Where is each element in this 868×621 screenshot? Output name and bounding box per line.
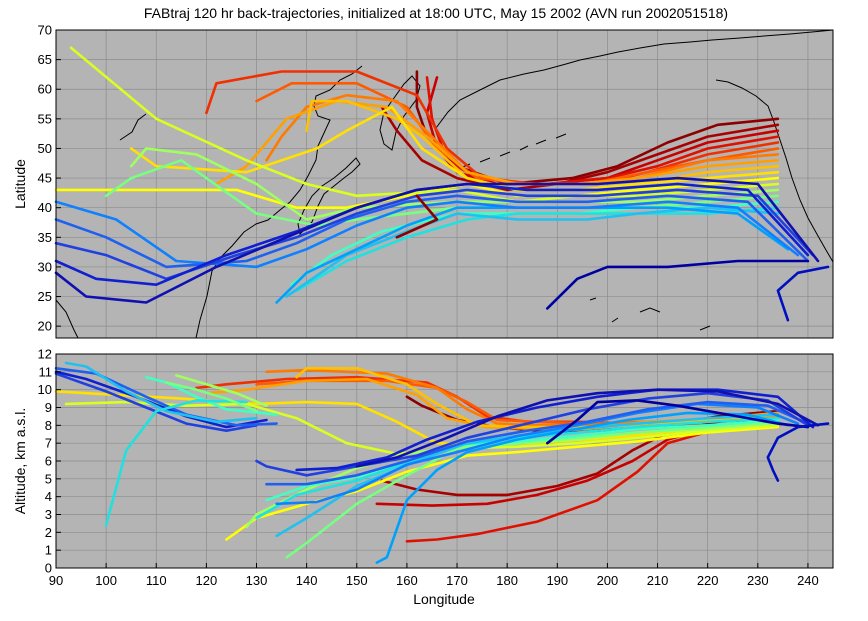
altitude-ytick-label: 3	[45, 507, 52, 522]
longitude-xtick-label: 230	[747, 573, 769, 588]
trajectory-line	[546, 399, 810, 445]
trajectory-line	[54, 370, 268, 429]
longitude-xtick-label: 90	[49, 573, 63, 588]
latitude-ytick-label: 60	[38, 82, 52, 97]
pacific-islands	[589, 297, 711, 331]
trajectory-line	[275, 402, 800, 506]
trajectory-line	[395, 194, 439, 239]
trajectory-line	[129, 147, 780, 221]
longitude-xtick-label: 140	[296, 573, 318, 588]
trajectory-line	[54, 194, 810, 269]
longitude-xtick-label: 150	[346, 573, 368, 588]
trajectory-line	[275, 206, 790, 304]
trajectory-line	[255, 82, 780, 186]
latitude-ytick-label: 35	[38, 230, 52, 245]
north-america-coastline	[715, 79, 834, 263]
latitude-plot-frame	[55, 29, 834, 339]
longitude-xtick-label: 240	[797, 573, 819, 588]
trajectory-line	[355, 388, 820, 468]
trajectory-line	[546, 259, 810, 310]
trajectory-line	[275, 413, 780, 538]
altitude-ytick-label: 7	[45, 436, 52, 451]
latitude-y-ticks: 20 25 30 35 40 45 50 55 60 65 70	[38, 23, 61, 334]
altitude-ytick-label: 6	[45, 454, 52, 469]
longitude-xtick-label: 180	[496, 573, 518, 588]
trajectory-line	[54, 372, 258, 432]
trajectory-line	[104, 399, 248, 527]
aleutian-islands	[459, 133, 567, 169]
altitude-trajectories	[54, 361, 830, 564]
latitude-trajectories	[54, 46, 830, 322]
longitude-xtick-label: 220	[697, 573, 719, 588]
trajectory-line	[295, 388, 815, 472]
trajectory-line	[415, 70, 780, 186]
trajectory-line	[776, 265, 830, 322]
altitude-ytick-label: 11	[39, 364, 53, 379]
altitude-ytick-label: 8	[45, 418, 52, 433]
longitude-xtick-label: 210	[647, 573, 669, 588]
latitude-ytick-label: 70	[38, 23, 52, 38]
trajectory-line	[54, 200, 800, 269]
latitude-ytick-label: 65	[38, 52, 52, 67]
latitude-panel: 20 25 30 35 40 45 50 55 60 65 70 Latitude	[12, 23, 834, 339]
latitude-axis-label: Latitude	[12, 159, 28, 209]
trajectory-line	[375, 411, 790, 564]
latitude-ytick-label: 45	[38, 171, 52, 186]
latitude-ytick-label: 50	[38, 141, 52, 156]
altitude-ytick-label: 1	[45, 543, 52, 558]
longitude-xtick-label: 190	[546, 573, 568, 588]
altitude-ytick-label: 0	[45, 561, 52, 576]
trajectory-line	[255, 391, 810, 477]
alaska-coastline	[435, 29, 834, 129]
trajectory-line	[64, 361, 258, 424]
trajectory-line	[54, 390, 780, 447]
trajectory-line	[295, 206, 780, 292]
trajectory-line	[215, 99, 780, 186]
trajectory-line	[54, 367, 278, 427]
trajectory-line	[380, 105, 780, 192]
trajectory-line	[129, 105, 780, 192]
trajectory-line	[175, 374, 268, 407]
longitude-xtick-label: 160	[396, 573, 418, 588]
latitude-ytick-label: 55	[38, 111, 52, 126]
altitude-ytick-label: 10	[38, 382, 52, 397]
latitude-ytick-label: 25	[38, 289, 52, 304]
altitude-ytick-label: 2	[45, 525, 52, 540]
trajectory-line	[225, 425, 780, 541]
latitude-ytick-label: 30	[38, 259, 52, 274]
japan-coastline	[297, 157, 361, 236]
altitude-axis-label: Altitude, km a.s.l.	[12, 408, 28, 515]
longitude-xtick-label: 100	[95, 573, 117, 588]
longitude-xtick-label: 130	[246, 573, 268, 588]
altitude-ytick-label: 5	[45, 471, 52, 486]
latitude-ytick-label: 20	[38, 319, 52, 334]
altitude-ytick-label: 9	[45, 400, 52, 415]
west-asia-coastline	[55, 113, 147, 339]
longitude-xtick-label: 120	[196, 573, 218, 588]
trajectory-line	[165, 381, 258, 413]
trajectory-line	[766, 422, 830, 482]
longitude-x-ticks: 90 100 110 120 130 140 150 160 170 180 190 200 210 22…	[49, 563, 819, 588]
trajectory-line	[54, 176, 820, 304]
longitude-xtick-label: 200	[597, 573, 619, 588]
longitude-xtick-label: 110	[146, 573, 167, 588]
chart-title: FABtraj 120 hr back-trajectories, initia…	[144, 5, 728, 21]
altitude-ytick-label: 12	[38, 347, 52, 362]
altitude-ytick-label: 4	[45, 489, 52, 504]
longitude-axis-label: Longitude	[413, 591, 475, 607]
trajectory-line	[265, 400, 810, 486]
longitude-xtick-label: 170	[446, 573, 468, 588]
trajectory-line	[144, 375, 278, 416]
latitude-ytick-label: 40	[38, 200, 52, 215]
